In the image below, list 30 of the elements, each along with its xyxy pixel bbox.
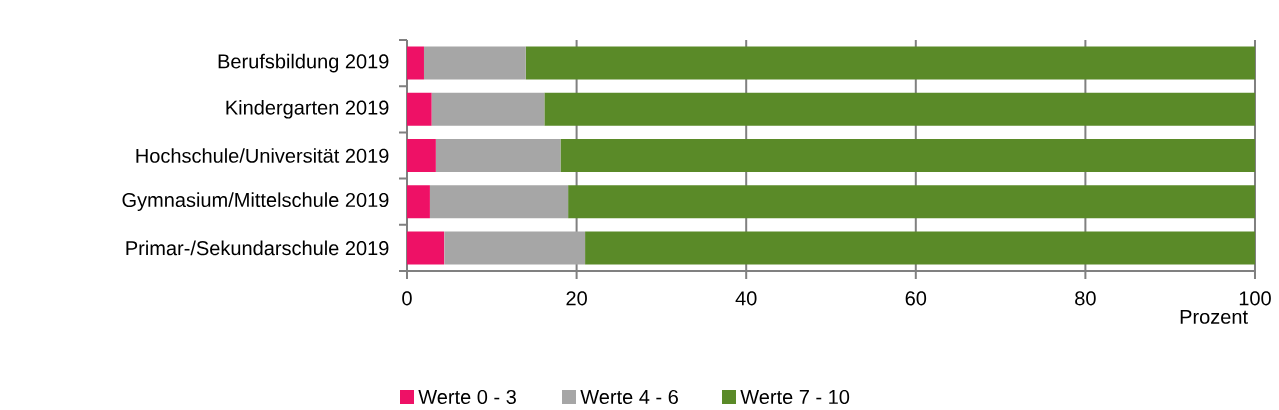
legend-label: Werte 4 - 6 — [580, 389, 678, 405]
bar — [544, 92, 1255, 126]
x-tick-label: 20 — [566, 291, 587, 306]
y-tick-label: Hochschule/Universität 2019 — [136, 148, 389, 163]
bar — [407, 231, 445, 265]
y-tick-label: Berufsbildung 2019 — [218, 53, 389, 73]
x-tick-label: 60 — [905, 291, 927, 306]
bar — [560, 138, 1255, 172]
bar — [525, 46, 1255, 80]
y-tick-label: Primar-/Sekundarschule 2019 — [126, 240, 389, 256]
legend-label: Werte 7 - 10 — [740, 389, 850, 405]
bar — [407, 138, 436, 172]
x-tick-label: 100 — [1239, 291, 1271, 306]
bar — [407, 185, 430, 219]
bar — [431, 92, 545, 126]
x-tick-label: 80 — [1075, 291, 1096, 306]
x-tick-label: 40 — [735, 291, 757, 306]
legend-label: Werte 0 - 3 — [418, 389, 516, 405]
y-tick-label: Gymnasium/Mittelschule 2019 — [122, 192, 389, 211]
y-tick-label: Kindergarten 2019 — [226, 99, 389, 119]
bar — [407, 46, 424, 80]
bar — [429, 185, 569, 219]
bar — [585, 231, 1255, 265]
x-axis-title: Prozent — [1180, 309, 1248, 324]
bar — [568, 185, 1255, 219]
bar — [423, 46, 526, 80]
bar — [435, 138, 561, 172]
bar — [407, 92, 432, 126]
x-tick-label: 0 — [402, 291, 412, 306]
bar — [444, 231, 586, 265]
